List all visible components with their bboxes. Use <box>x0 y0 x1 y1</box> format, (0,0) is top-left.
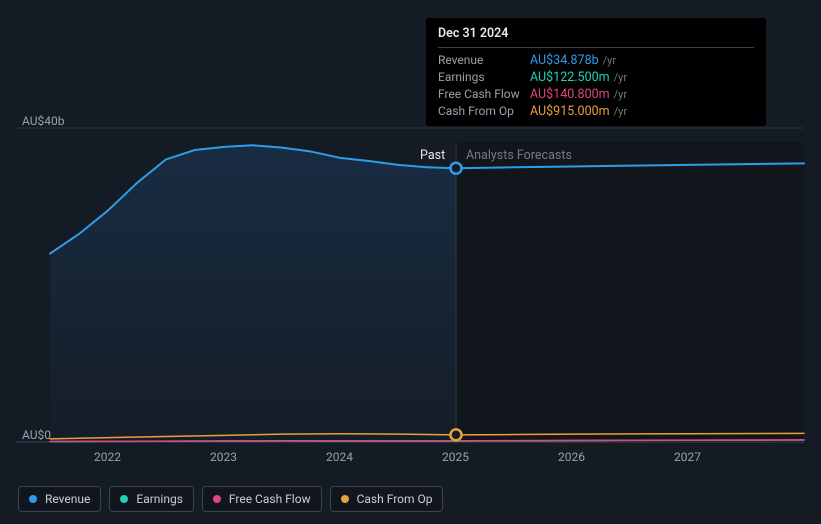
y-axis-tick-label: AU$0 <box>22 428 51 442</box>
legend-item-cfo[interactable]: Cash From Op <box>330 486 444 512</box>
x-axis-tick-label: 2025 <box>442 450 469 464</box>
financials-chart: AU$0 AU$40b 2022 2023 2024 2025 2026 2027 Past… <box>0 0 821 524</box>
tooltip-row-value: AU$122.500m <box>530 70 610 85</box>
legend-item-label: Earnings <box>136 492 183 506</box>
legend-dot-icon <box>120 495 128 503</box>
tooltip-row-unit: /yr <box>603 54 616 67</box>
tooltip-row-label: Revenue <box>438 53 530 67</box>
tooltip-row: Free Cash FlowAU$140.800m/yr <box>426 86 766 103</box>
legend-item-earnings[interactable]: Earnings <box>109 486 194 512</box>
legend-bar: Revenue Earnings Free Cash Flow Cash From O… <box>18 486 443 512</box>
tooltip-row-label: Free Cash Flow <box>438 87 530 101</box>
legend-item-label: Revenue <box>45 492 90 506</box>
x-axis-tick-label: 2027 <box>674 450 701 464</box>
tooltip-row-unit: /yr <box>614 88 627 101</box>
tooltip-row-label: Cash From Op <box>438 104 530 118</box>
x-axis-tick-label: 2026 <box>558 450 585 464</box>
legend-item-fcf[interactable]: Free Cash Flow <box>202 486 322 512</box>
x-axis-tick-label: 2023 <box>210 450 237 464</box>
tooltip-row-value: AU$34.878b <box>530 53 599 68</box>
legend-dot-icon <box>341 495 349 503</box>
hover-tooltip: Dec 31 2024 RevenueAU$34.878b/yrEarnings… <box>426 18 766 126</box>
x-axis-tick-label: 2022 <box>94 450 121 464</box>
y-axis-tick-label: AU$40b <box>22 114 64 128</box>
legend-item-label: Free Cash Flow <box>229 492 311 506</box>
tooltip-row-unit: /yr <box>614 71 627 84</box>
legend-item-label: Cash From Op <box>357 492 433 506</box>
legend-dot-icon <box>213 495 221 503</box>
tooltip-row: EarningsAU$122.500m/yr <box>426 69 766 86</box>
tooltip-row-label: Earnings <box>438 70 530 84</box>
x-axis-tick-label: 2024 <box>326 450 353 464</box>
tooltip-row: Cash From OpAU$915.000m/yr <box>426 103 766 120</box>
tooltip-row: RevenueAU$34.878b/yr <box>426 52 766 69</box>
tooltip-row-value: AU$140.800m <box>530 87 610 102</box>
tooltip-date: Dec 31 2024 <box>426 26 766 47</box>
tooltip-row-unit: /yr <box>614 105 627 118</box>
forecast-section-label: Analysts Forecasts <box>466 148 572 163</box>
legend-item-revenue[interactable]: Revenue <box>18 486 101 512</box>
tooltip-separator <box>438 47 754 48</box>
past-section-label: Past <box>420 148 445 163</box>
tooltip-row-value: AU$915.000m <box>530 104 610 119</box>
legend-dot-icon <box>29 495 37 503</box>
